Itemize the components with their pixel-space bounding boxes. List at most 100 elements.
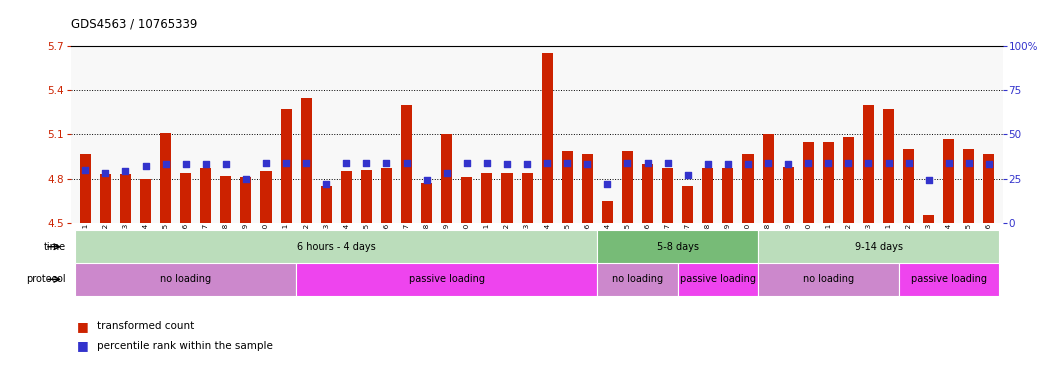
- Bar: [923, 215, 934, 223]
- Bar: [241, 177, 251, 223]
- Point: [800, 160, 817, 166]
- Point: [719, 161, 736, 167]
- Text: time: time: [44, 242, 66, 252]
- Bar: [561, 151, 573, 223]
- Bar: [758, 230, 999, 263]
- Point: [619, 160, 636, 166]
- Bar: [904, 149, 914, 223]
- Text: protocol: protocol: [26, 274, 66, 285]
- Bar: [320, 186, 332, 223]
- Point: [97, 170, 114, 176]
- Point: [218, 161, 235, 167]
- Text: percentile rank within the sample: percentile rank within the sample: [97, 341, 273, 351]
- Bar: [281, 109, 292, 223]
- Point: [137, 163, 154, 169]
- Bar: [803, 142, 814, 223]
- Point: [76, 167, 93, 173]
- Bar: [622, 151, 633, 223]
- Bar: [782, 167, 794, 223]
- Point: [157, 161, 174, 167]
- Bar: [863, 105, 874, 223]
- Bar: [75, 263, 296, 296]
- Bar: [541, 53, 553, 223]
- Text: 5-8 days: 5-8 days: [656, 242, 698, 252]
- Point: [760, 160, 777, 166]
- Point: [699, 161, 716, 167]
- Bar: [160, 133, 171, 223]
- Point: [920, 177, 937, 184]
- Bar: [482, 173, 492, 223]
- Point: [358, 160, 375, 166]
- Point: [117, 169, 134, 175]
- Bar: [963, 149, 975, 223]
- Bar: [401, 105, 413, 223]
- Point: [398, 160, 415, 166]
- Point: [478, 160, 495, 166]
- Point: [238, 175, 254, 182]
- Point: [539, 160, 556, 166]
- Bar: [703, 168, 713, 223]
- Point: [780, 161, 797, 167]
- Point: [739, 161, 756, 167]
- Bar: [582, 154, 593, 223]
- Point: [258, 160, 274, 166]
- Text: no loading: no loading: [160, 274, 211, 285]
- Text: ■: ■: [76, 320, 88, 333]
- Bar: [502, 173, 513, 223]
- Bar: [722, 168, 733, 223]
- Point: [981, 161, 998, 167]
- Bar: [75, 230, 598, 263]
- Point: [960, 160, 977, 166]
- Text: 6 hours - 4 days: 6 hours - 4 days: [297, 242, 376, 252]
- Point: [177, 161, 194, 167]
- Bar: [662, 168, 673, 223]
- Text: 9-14 days: 9-14 days: [854, 242, 903, 252]
- Bar: [642, 164, 653, 223]
- Bar: [677, 263, 758, 296]
- Point: [419, 177, 436, 184]
- Bar: [300, 98, 312, 223]
- Text: passive loading: passive loading: [408, 274, 485, 285]
- Point: [518, 161, 535, 167]
- Bar: [441, 134, 452, 223]
- Bar: [220, 175, 231, 223]
- Point: [378, 160, 395, 166]
- Point: [820, 160, 837, 166]
- Bar: [898, 263, 999, 296]
- Point: [860, 160, 876, 166]
- Point: [559, 160, 576, 166]
- Point: [599, 181, 616, 187]
- Bar: [120, 174, 131, 223]
- Point: [338, 160, 355, 166]
- Text: no loading: no loading: [611, 274, 663, 285]
- Bar: [742, 154, 754, 223]
- Bar: [296, 263, 598, 296]
- Text: passive loading: passive loading: [680, 274, 756, 285]
- Point: [198, 161, 215, 167]
- Point: [579, 161, 596, 167]
- Bar: [843, 137, 854, 223]
- Point: [439, 170, 455, 176]
- Point: [498, 161, 515, 167]
- Text: no loading: no loading: [803, 274, 854, 285]
- Point: [680, 172, 696, 178]
- Bar: [462, 177, 472, 223]
- Bar: [341, 171, 352, 223]
- Bar: [823, 142, 833, 223]
- Bar: [99, 174, 111, 223]
- Bar: [598, 230, 758, 263]
- Point: [277, 160, 294, 166]
- Bar: [80, 154, 91, 223]
- Point: [840, 160, 856, 166]
- Point: [297, 160, 314, 166]
- Bar: [381, 168, 392, 223]
- Bar: [983, 154, 995, 223]
- Text: GDS4563 / 10765339: GDS4563 / 10765339: [71, 18, 198, 31]
- Point: [660, 160, 676, 166]
- Bar: [140, 179, 151, 223]
- Bar: [883, 109, 894, 223]
- Bar: [683, 186, 693, 223]
- Text: ■: ■: [76, 339, 88, 352]
- Point: [639, 160, 655, 166]
- Bar: [361, 170, 372, 223]
